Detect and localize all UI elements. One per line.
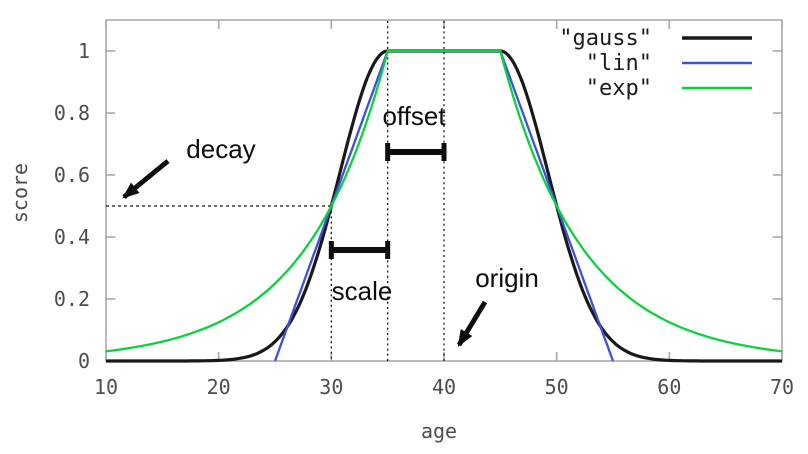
x-axis-label: age [420, 419, 458, 443]
curve-exp [105, 49, 783, 353]
scale-bracket [328, 241, 391, 259]
y-tick-label: 0.4 [53, 225, 90, 249]
x-tick-label: 10 [93, 375, 119, 399]
x-tick-label: 50 [544, 375, 569, 399]
legend-label-exp: "exp" [585, 76, 652, 101]
y-tick-label: 0 [77, 349, 90, 373]
annotation-origin-label: origin [475, 263, 539, 293]
x-tick-label: 20 [206, 375, 231, 399]
x-tick-label: 60 [657, 375, 682, 399]
legend-label-lin: "lin" [585, 51, 652, 76]
annotation-scale-label: scale [331, 276, 393, 306]
offset-bracket [385, 143, 447, 161]
curve-gauss [106, 49, 782, 363]
legend: "gauss" "lin" "exp" [559, 26, 652, 101]
annotation-offset-label: offset [382, 101, 446, 131]
annotation-decay-label: decay [186, 134, 256, 164]
y-tick-label: 0.2 [53, 287, 90, 311]
legend-label-gauss: "gauss" [559, 26, 652, 51]
plot-frame [105, 19, 783, 362]
decay-arrow [122, 159, 170, 199]
y-tick-label: 1 [77, 39, 90, 63]
y-tick-label: 0.8 [53, 101, 90, 125]
x-tick-label: 30 [319, 375, 344, 399]
origin-arrow [456, 300, 488, 348]
x-tick-label: 40 [431, 375, 457, 399]
x-tick-label: 70 [769, 375, 795, 399]
y-tick-label: 0.6 [53, 163, 90, 187]
